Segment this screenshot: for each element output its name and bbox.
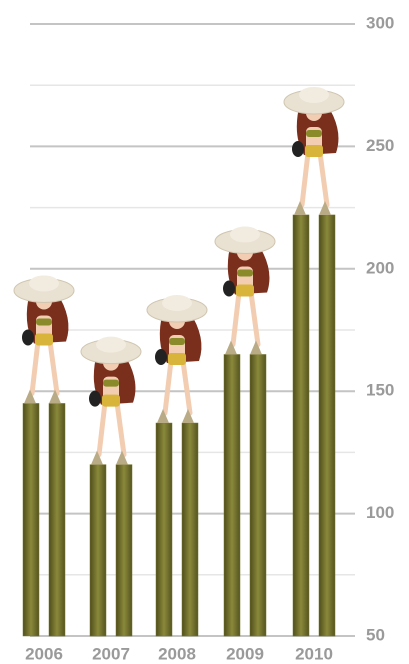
figure-shoes [91,450,128,465]
y-tick-label: 100 [366,503,394,522]
figure-top [169,338,185,346]
girl-figure [214,226,276,355]
figure-bag [22,329,34,346]
x-tick-label: 2008 [158,644,196,663]
x-tick-label: 2009 [226,644,264,663]
figure-hat-crown [299,86,329,103]
x-tick-label: 2010 [295,644,333,663]
figure-legs [29,338,60,396]
figure-shorts [305,144,323,157]
figure-legs [96,400,127,458]
girl-figure [146,295,208,424]
girl-figure [13,275,75,404]
figure-bag [155,349,167,366]
girl-figure [80,336,142,465]
figure-hat-crown [230,226,260,243]
figure-bag [292,140,304,157]
y-tick-label: 50 [366,625,385,644]
figure-legs [230,289,261,347]
figure-shoes [294,200,331,215]
leg-bar [181,422,199,637]
leg-bar [292,214,310,637]
figure-shoes [24,389,61,404]
figure-shorts [35,333,53,346]
leg-bar [155,422,173,637]
y-tick-label: 200 [366,258,394,277]
leg-bar [48,403,66,637]
figure-hat-crown [162,295,192,312]
leg-bar [223,354,241,637]
figure-top [306,129,322,137]
leg-bar [89,464,107,637]
y-tick-label: 300 [366,13,394,32]
girl-figure [283,86,345,215]
figure-shorts [168,353,186,366]
figure-top [103,379,119,387]
y-tick-label: 250 [366,136,394,155]
figure-shoes [225,340,262,355]
leg-bar [115,464,133,637]
x-tick-label: 2007 [92,644,130,663]
figure-bag [89,390,101,407]
figure-bag [223,280,235,297]
figure-hat-crown [96,336,126,353]
leg-bar [318,214,336,637]
figure-hat-crown [29,275,59,292]
figure-shorts [102,394,120,407]
figure-top [36,318,52,326]
leg-bar [249,354,267,637]
x-tick-label: 2006 [25,644,63,663]
figure-shorts [236,284,254,297]
figure-legs [162,358,193,416]
y-tick-label: 150 [366,381,394,400]
figure-shoes [157,409,194,424]
figure-top [237,269,253,277]
leg-bar [22,403,40,637]
figure-legs [299,150,330,208]
